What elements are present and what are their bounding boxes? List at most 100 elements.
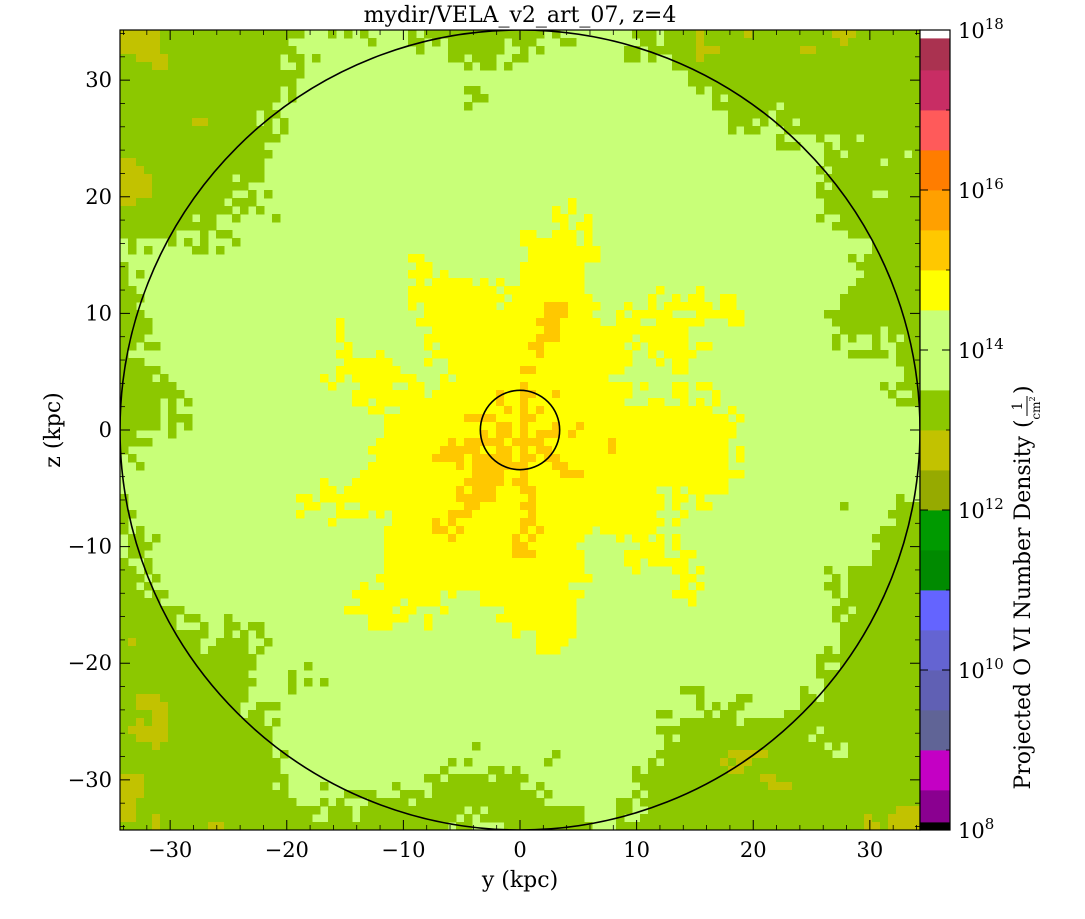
heatmap-cell [480,446,489,455]
heatmap-cell [848,86,857,95]
heatmap-cell [376,382,385,391]
heatmap-cell [672,790,681,799]
heatmap-cell [200,670,209,679]
heatmap-cell [912,710,920,719]
heatmap-cell [168,662,177,671]
heatmap-cell [880,278,889,287]
heatmap-cell [680,430,689,439]
heatmap-cell [816,758,825,767]
heatmap-cell [416,294,425,303]
heatmap-cell [840,86,849,95]
heatmap-cell [504,822,513,830]
heatmap-cell [128,86,137,95]
heatmap-cell [480,374,489,383]
heatmap-cell [560,310,569,319]
heatmap-cell [896,526,905,535]
heatmap-cell [208,686,217,695]
heatmap-cell [648,798,657,807]
heatmap-cell [816,70,825,79]
heatmap-cell [512,318,521,327]
heatmap-cell [520,374,529,383]
heatmap-cell [528,590,537,599]
heatmap-cell [168,630,177,639]
heatmap-cell [624,54,633,63]
heatmap-cell [672,518,681,527]
heatmap-cell [456,38,465,47]
heatmap-cell [888,758,897,767]
heatmap-cell [848,54,857,63]
heatmap-cell [584,574,593,583]
heatmap-cell [672,542,681,551]
heatmap-cell [552,238,561,247]
heatmap-cell [840,758,849,767]
heatmap-cell [568,614,577,623]
heatmap-cell [232,750,241,759]
heatmap-cell [440,382,449,391]
heatmap-cell [880,582,889,591]
heatmap-cell [376,470,385,479]
heatmap-cell [720,798,729,807]
heatmap-cell [576,574,585,583]
heatmap-cell [464,494,473,503]
heatmap-cell [680,478,689,487]
heatmap-cell [144,118,153,127]
heatmap-cell [440,462,449,471]
heatmap-cell [432,414,441,423]
heatmap-cell [160,638,169,647]
heatmap-cell [376,478,385,487]
heatmap-cell [584,406,593,415]
heatmap-cell [480,382,489,391]
heatmap-cell [904,302,913,311]
heatmap-cell [472,478,481,487]
heatmap-cell [880,718,889,727]
heatmap-cell [736,734,745,743]
heatmap-cell [856,774,865,783]
heatmap-cell [768,62,777,71]
heatmap-cell [856,766,865,775]
heatmap-cell [576,382,585,391]
heatmap-cell [624,502,633,511]
heatmap-cell [192,798,201,807]
heatmap-cell [136,822,145,830]
heatmap-cell [480,278,489,287]
heatmap-cell [672,798,681,807]
heatmap-cell [848,678,857,687]
heatmap-cell [528,430,537,439]
heatmap-cell [856,54,865,63]
heatmap-cell [840,654,849,663]
heatmap-cell [512,598,521,607]
heatmap-cell [376,374,385,383]
heatmap-cell [208,86,217,95]
heatmap-cell [432,278,441,287]
y-tick-label: 30 [85,68,112,92]
heatmap-cell [680,406,689,415]
heatmap-cell [616,494,625,503]
heatmap-cell [432,558,441,567]
heatmap-cell [488,814,497,823]
heatmap-cell [144,94,153,103]
heatmap-cell [128,542,137,551]
heatmap-cell [152,342,161,351]
heatmap-cell [728,758,737,767]
heatmap-cell [184,142,193,151]
heatmap-cell [576,310,585,319]
heatmap-cell [216,758,225,767]
heatmap-cell [416,398,425,407]
heatmap-cell [800,750,809,759]
heatmap-cell [904,646,913,655]
heatmap-cell [544,542,553,551]
heatmap-cell [856,230,865,239]
heatmap-cell [568,574,577,583]
heatmap-cell [480,798,489,807]
heatmap-cell [712,790,721,799]
heatmap-cell [184,126,193,135]
heatmap-cell [184,662,193,671]
heatmap-cell [688,742,697,751]
heatmap-cell [152,806,161,815]
heatmap-cell [552,254,561,263]
heatmap-cell [808,110,817,119]
heatmap-cell [632,54,641,63]
heatmap-cell [512,534,521,543]
heatmap-cell [440,30,449,39]
heatmap-cell [136,462,145,471]
